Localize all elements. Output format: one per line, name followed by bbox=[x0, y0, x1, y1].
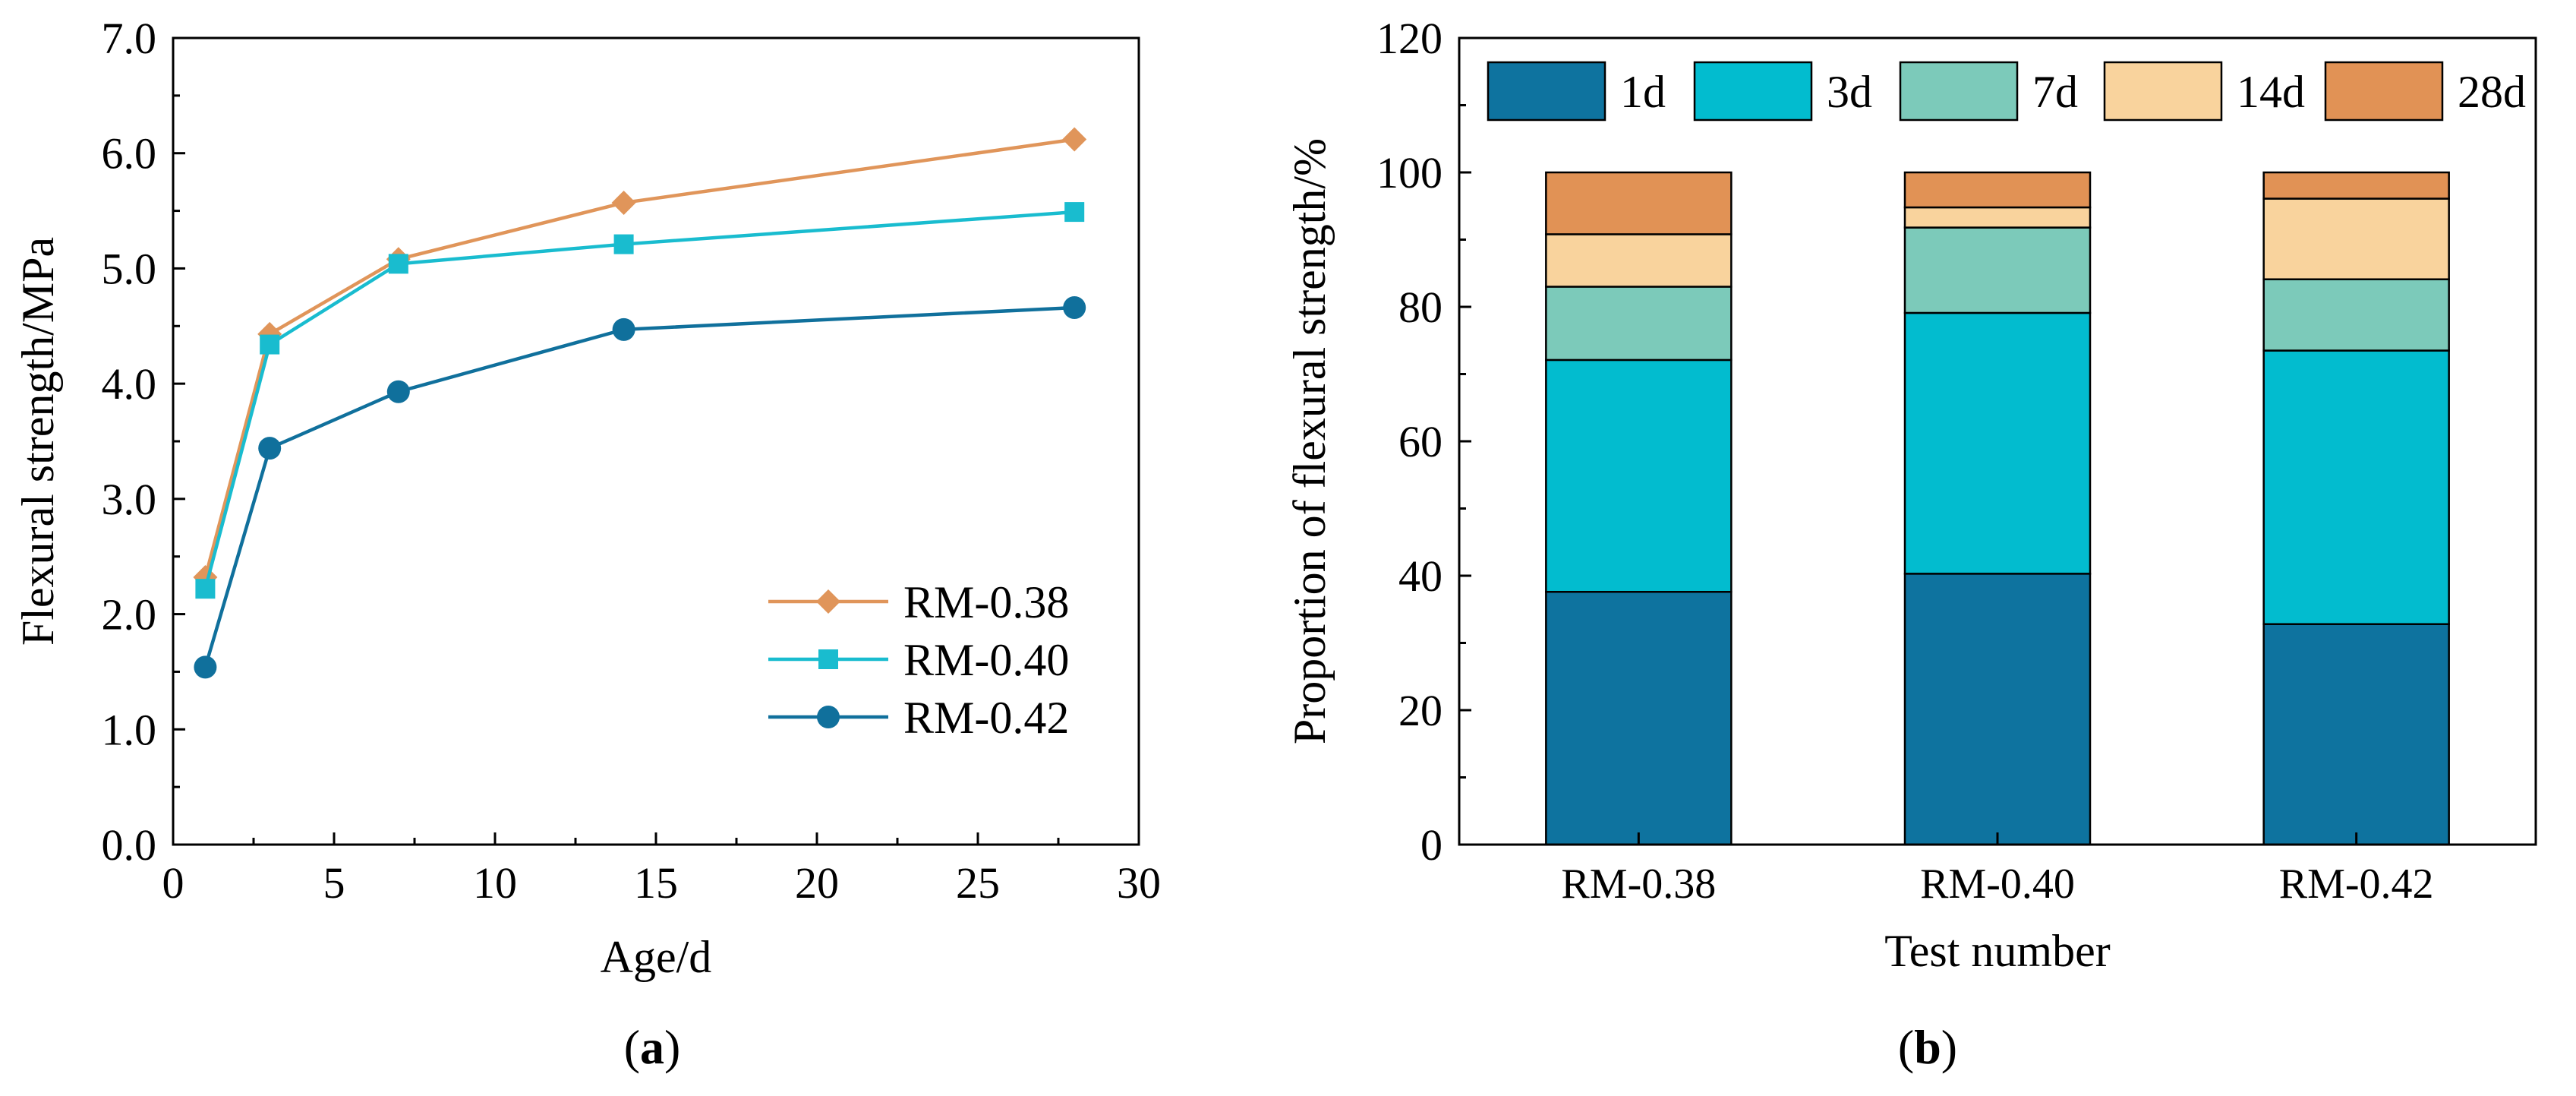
panel-b-legend-label: 14d bbox=[2237, 67, 2305, 117]
panel-b-bar-segment-7d bbox=[1545, 286, 1733, 362]
panel-b-y-axis-title: Proportion of flexural strength/% bbox=[1285, 138, 1335, 744]
panel-a-legend-label: RM-0.40 bbox=[903, 635, 1069, 685]
panel-b-y-tick-label: 20 bbox=[1398, 686, 1442, 735]
panel-b-legend-swatch bbox=[2324, 61, 2444, 122]
panel-a-data-point bbox=[258, 437, 282, 460]
panel-b-legend-label: 3d bbox=[1827, 67, 1872, 117]
panel-b-ticks: 0 20 40 60 80 100 120 RM-0.38 RM-0.40 RM-0.42 bbox=[1376, 14, 2434, 908]
panel-a-y-tick-label: 4.0 bbox=[102, 359, 157, 409]
panel-b-bar-segment-14d bbox=[1545, 233, 1733, 288]
panel-b-bar-rm-0.38 bbox=[1545, 171, 1733, 846]
panel-b-label: (b) bbox=[1898, 1020, 1957, 1074]
panel-b-bar-segment-1d bbox=[2262, 623, 2450, 846]
panel-b-y-tick-label: 0 bbox=[1420, 820, 1442, 870]
panel-a-plot-area bbox=[193, 127, 1087, 679]
panel-b-y-tick-label: 100 bbox=[1376, 148, 1442, 197]
panel-a-x-tick-label: 0 bbox=[162, 858, 184, 908]
panel-b-plot-area bbox=[1545, 171, 2450, 846]
panel-a-legend-marker bbox=[816, 589, 840, 614]
panel-b-bar-segment-7d bbox=[1903, 226, 2092, 314]
panel-b-bar-segment-3d bbox=[2262, 349, 2450, 625]
panel-b-legend-swatch bbox=[1693, 61, 1813, 122]
panel-a-data-point bbox=[612, 317, 635, 341]
panel-a-line-chart: 0 5 10 15 20 25 30 0.0 1.0 2.0 3.0 4.0 5.0 6.0 7.0 Age… bbox=[13, 14, 1161, 1074]
panel-a-y-axis-title: Flexural strength/MPa bbox=[13, 237, 63, 646]
panel-b-legend-label: 1d bbox=[1620, 67, 1666, 117]
panel-a-x-axis-title: Age/d bbox=[601, 932, 712, 982]
panel-b-x-tick-label: RM-0.40 bbox=[1920, 861, 2075, 908]
panel-a-legend-marker bbox=[817, 706, 840, 728]
panel-b-bar-segment-3d bbox=[1545, 358, 1733, 593]
panel-a-y-tick-label: 3.0 bbox=[102, 475, 157, 524]
panel-b-legend-swatch bbox=[2103, 61, 2223, 122]
panel-a-data-point bbox=[386, 380, 410, 403]
panel-b-legend-item: 3d bbox=[1693, 61, 1872, 122]
panel-b-bar-segment-7d bbox=[2262, 278, 2450, 352]
panel-b-x-tick-label: RM-0.38 bbox=[1561, 861, 1716, 908]
panel-a-legend-marker bbox=[818, 649, 838, 669]
panel-a-y-tick-label: 2.0 bbox=[102, 590, 157, 640]
panel-b-bar-segment-3d bbox=[1903, 311, 2092, 575]
panel-a-data-point bbox=[1064, 202, 1085, 223]
panel-a-data-point bbox=[194, 655, 217, 679]
panel-a-x-tick-label: 15 bbox=[634, 858, 678, 908]
panel-a-series-rm-0.40 bbox=[195, 202, 1085, 599]
panel-b-stacked-bar-chart: 0 20 40 60 80 100 120 RM-0.38 RM-0.40 RM-0.42 Tes… bbox=[1285, 14, 2537, 1074]
panel-b-legend-label: 28d bbox=[2458, 67, 2526, 117]
panel-b-letter: b bbox=[1914, 1020, 1941, 1074]
panel-b-legend: 1d 3d 7d 14d 28d bbox=[1487, 61, 2526, 122]
panel-b-bar-rm-0.42 bbox=[2262, 171, 2450, 846]
panel-b-legend-item: 7d bbox=[1899, 61, 2078, 122]
panel-a-data-point bbox=[260, 334, 280, 355]
panel-a-legend: RM-0.38 RM-0.40 RM-0.42 bbox=[768, 577, 1069, 743]
panel-a-data-point bbox=[611, 190, 636, 215]
panel-b-y-tick-label: 40 bbox=[1398, 551, 1442, 601]
panel-b-legend-swatch bbox=[1899, 61, 2019, 122]
panel-a-x-tick-label: 5 bbox=[323, 858, 345, 908]
panel-a-x-tick-label: 30 bbox=[1117, 858, 1161, 908]
panel-a-x-tick-label: 25 bbox=[956, 858, 1000, 908]
panel-a-legend-label: RM-0.42 bbox=[903, 693, 1069, 743]
panel-b-bar-rm-0.40 bbox=[1903, 171, 2092, 846]
panel-b-bar-segment-14d bbox=[1903, 206, 2092, 229]
panel-b-legend-item: 14d bbox=[2103, 61, 2305, 122]
panel-b-bar-segment-28d bbox=[1545, 171, 1733, 235]
panel-a-y-tick-label: 7.0 bbox=[102, 14, 157, 63]
panel-a-x-tick-label: 10 bbox=[473, 858, 517, 908]
panel-a-letter: a bbox=[640, 1020, 664, 1074]
panel-a-series-rm-0.42 bbox=[194, 296, 1086, 679]
panel-a-legend-item: RM-0.38 bbox=[768, 577, 1069, 627]
panel-a-legend-label: RM-0.38 bbox=[903, 577, 1069, 627]
panel-b-legend-swatch bbox=[1487, 61, 1606, 122]
panel-b-legend-item: 1d bbox=[1487, 61, 1666, 122]
panel-b-bar-segment-1d bbox=[1903, 573, 2092, 846]
panel-a-data-point bbox=[388, 254, 408, 274]
panel-b-y-tick-label: 120 bbox=[1376, 14, 1442, 63]
panel-b-bar-segment-14d bbox=[2262, 197, 2450, 280]
panel-a-data-point bbox=[1062, 127, 1087, 152]
panel-a-label: (a) bbox=[624, 1020, 681, 1074]
panel-a-y-tick-label: 0.0 bbox=[102, 820, 157, 870]
panel-a-y-tick-label: 6.0 bbox=[102, 129, 157, 178]
panel-b-bar-segment-28d bbox=[2262, 171, 2450, 200]
panel-b-y-tick-label: 80 bbox=[1398, 283, 1442, 332]
panel-a-data-point bbox=[613, 234, 634, 254]
panel-b-y-tick-label: 60 bbox=[1398, 417, 1442, 466]
panel-b-bar-segment-28d bbox=[1903, 171, 2092, 209]
panel-b-x-axis-title: Test number bbox=[1884, 926, 2110, 976]
panel-a-y-tick-label: 1.0 bbox=[102, 705, 157, 754]
panel-a-y-tick-label: 5.0 bbox=[102, 244, 157, 293]
panel-b-legend-label: 7d bbox=[2032, 67, 2078, 117]
panel-b-bar-segment-1d bbox=[1545, 590, 1733, 846]
panel-b-x-tick-label: RM-0.42 bbox=[2279, 861, 2434, 908]
panel-a-legend-item: RM-0.42 bbox=[768, 693, 1069, 743]
panel-a-data-point bbox=[195, 579, 216, 599]
panel-b-legend-item: 28d bbox=[2324, 61, 2526, 122]
panel-a-ticks: 0 5 10 15 20 25 30 0.0 1.0 2.0 3.0 4.0 5.0 6.0 7.0 bbox=[102, 14, 1162, 908]
panel-a-x-tick-label: 20 bbox=[795, 858, 839, 908]
panel-a-legend-item: RM-0.40 bbox=[768, 635, 1069, 685]
panel-a-data-point bbox=[1063, 296, 1086, 320]
